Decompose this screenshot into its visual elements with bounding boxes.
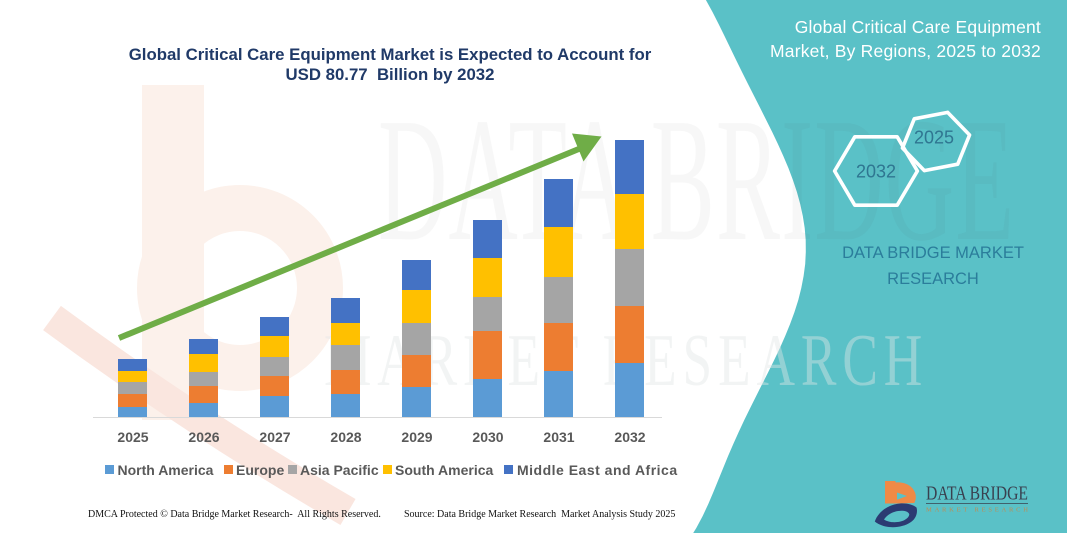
svg-text:MARKET RESEARCH: MARKET RESEARCH [926,507,1028,514]
svg-text:2025: 2025 [914,128,954,148]
svg-text:2032: 2032 [856,162,896,182]
svg-text:DATA BRIDGE: DATA BRIDGE [926,483,1028,505]
